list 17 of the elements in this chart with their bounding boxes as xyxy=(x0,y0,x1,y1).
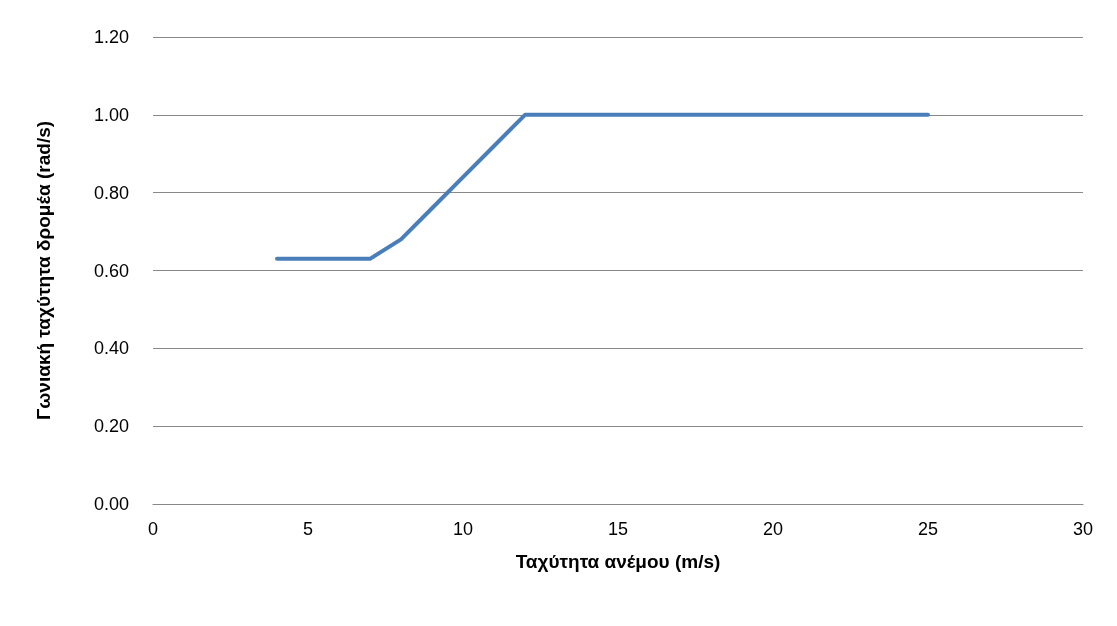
x-tick-label: 10 xyxy=(452,519,474,539)
x-tick-label: 15 xyxy=(607,519,629,539)
y-tick-label: 0.80 xyxy=(93,182,129,203)
line-series xyxy=(275,112,930,261)
x-tick-label: 25 xyxy=(917,519,939,539)
y-tick-label: 0.00 xyxy=(93,494,129,514)
y-axis-title: Γωνιακή ταχύτητα δρομέα (rad/s) xyxy=(33,120,54,421)
x-tick-label: 30 xyxy=(1072,519,1094,539)
y-tick-label: 0.40 xyxy=(93,338,129,359)
x-axis-title: Ταχύτητα ανέμου (m/s) xyxy=(515,551,721,572)
x-tick-label: 0 xyxy=(147,519,159,539)
x-tick-label: 20 xyxy=(762,519,784,539)
y-tick-label: 0.60 xyxy=(93,260,129,281)
y-tick-label: 0.20 xyxy=(93,416,129,437)
y-tick-label: 1.00 xyxy=(93,104,129,125)
x-tick-label: 5 xyxy=(302,519,314,539)
y-tick-label: 1.20 xyxy=(93,27,129,47)
